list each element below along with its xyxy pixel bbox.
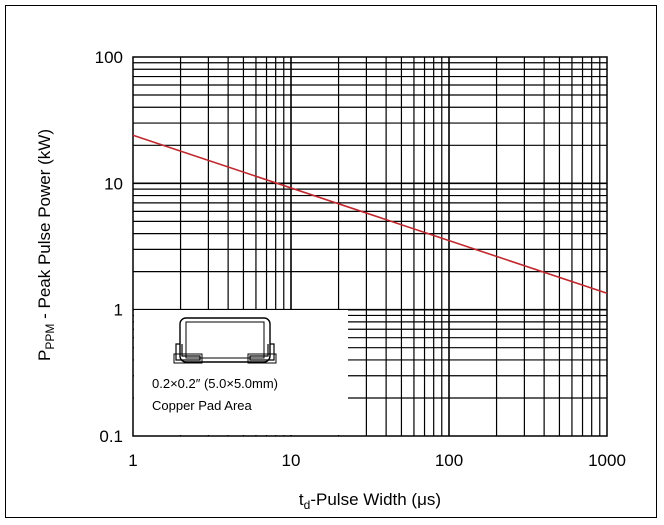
- x-tick-label: 1: [128, 451, 137, 470]
- tick-labels: 1 10 100 1000 0.1 1 10 100: [95, 48, 626, 470]
- inset-line-1: 0.2×0.2″ (5.0×5.0mm): [152, 376, 278, 391]
- series-layer: [132, 134, 608, 294]
- y-axis-label-sub: PPM: [43, 324, 57, 350]
- y-tick-label: 0.1: [99, 427, 123, 446]
- y-tick-label: 1: [114, 301, 123, 320]
- x-axis-label-rest: -Pulse Width (μs): [310, 490, 441, 509]
- x-tick-label: 1000: [588, 451, 626, 470]
- y-axis-label-rest: - Peak Pulse Power (kW): [35, 129, 54, 324]
- y-tick-label: 10: [104, 174, 123, 193]
- smd-package-icon: [173, 317, 277, 364]
- series-line: [132, 134, 608, 294]
- inset-box: 0.2×0.2″ (5.0×5.0mm) Copper Pad Area: [134, 310, 348, 435]
- x-axis-label: td-Pulse Width (μs): [299, 490, 441, 512]
- x-tick-label: 10: [282, 451, 301, 470]
- y-tick-label: 100: [95, 48, 123, 67]
- plot-border: [132, 56, 608, 437]
- x-axis-label-sub: d: [304, 498, 311, 512]
- x-tick-label: 100: [435, 451, 463, 470]
- y-axis-label: PPPM - Peak Pulse Power (kW): [35, 129, 57, 361]
- y-axis-label-main: P: [35, 350, 54, 361]
- inset-line-2: Copper Pad Area: [152, 398, 253, 413]
- x-axis-label-main: t: [299, 490, 304, 509]
